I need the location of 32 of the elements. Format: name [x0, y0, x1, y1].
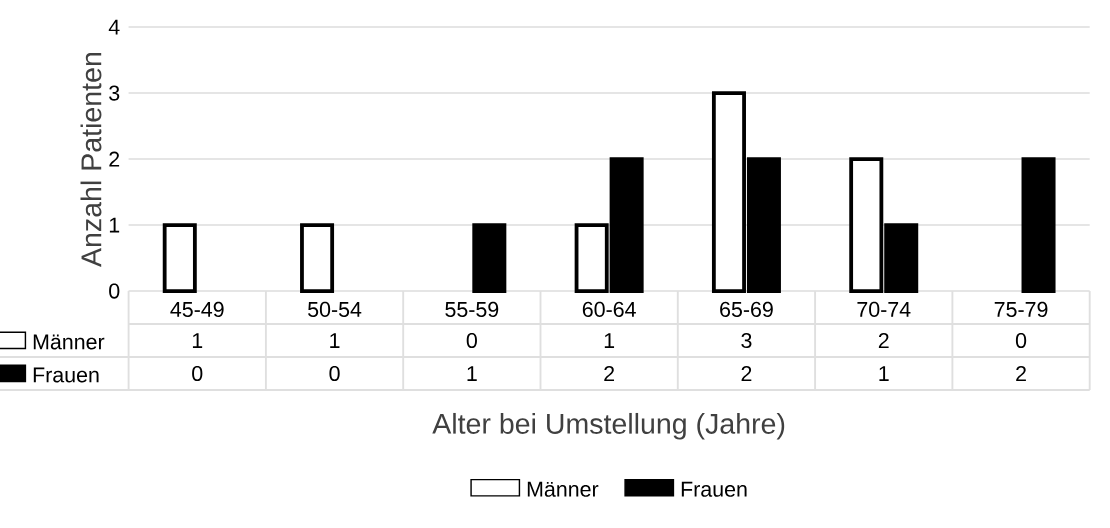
data-label: 0 [466, 332, 477, 349]
y-tick-label: 1 [109, 217, 120, 233]
legend-label: Männer [33, 334, 105, 350]
data-label: 2 [1016, 366, 1026, 382]
y-tick-label: 3 [109, 85, 120, 101]
y-tick-label: 4 [108, 19, 120, 35]
x-tick-label: 75-79 [994, 301, 1048, 318]
x-tick-label: 55-59 [445, 301, 499, 318]
text: Männer [527, 481, 599, 497]
y-tick-label: 0 [109, 283, 120, 299]
data-label: 1 [879, 366, 889, 381]
x-tick-label: 70-74 [857, 301, 911, 318]
data-label: 0 [1015, 332, 1027, 349]
data-label: 1 [330, 333, 340, 348]
data-label: 1 [467, 366, 477, 381]
data-label: 0 [192, 365, 203, 382]
data-label: 2 [878, 333, 889, 349]
data-label: 3 [741, 332, 752, 349]
data-label: 2 [604, 366, 615, 382]
x-tick-label: 60-64 [582, 301, 636, 318]
y-tick-label: 2 [109, 151, 120, 167]
data-label: 1 [604, 333, 615, 348]
x-tick-label: 45-49 [170, 301, 224, 318]
text: Frauen [33, 367, 99, 383]
data-label: 0 [329, 365, 340, 382]
x-tick-label: 65-69 [720, 301, 773, 318]
data-label: 2 [741, 366, 752, 382]
data-label: 1 [192, 333, 203, 348]
x-axis-title: Alter bei Umstellung (Jahre) [432, 412, 785, 440]
legend-label: Frauen [681, 481, 747, 497]
x-tick-label: 50-54 [308, 301, 362, 318]
y-axis-title: Anzahl Patienten [80, 53, 102, 267]
